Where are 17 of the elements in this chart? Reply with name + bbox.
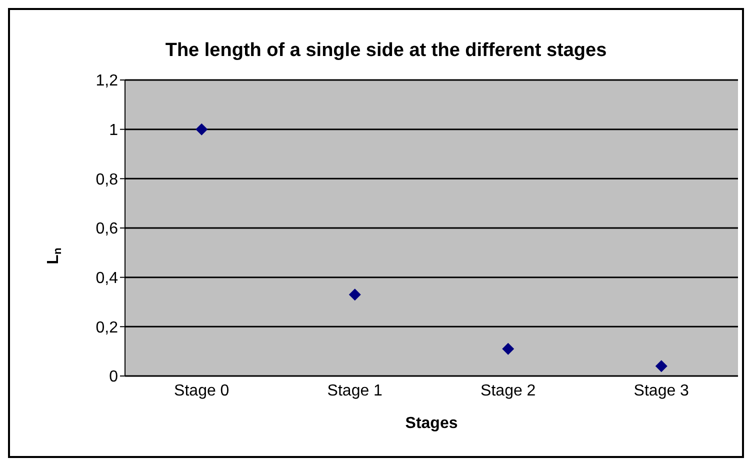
x-tick-label: Stage 2 [480,382,536,400]
y-tick-label: 0,6 [96,220,118,238]
x-axis-title: Stages [405,415,458,432]
point [348,288,361,301]
y-tick-label: 1 [109,122,118,140]
y-tick-label: 0,4 [96,270,118,288]
x-tick-label: Stage 3 [634,382,690,400]
chart-title: The length of a single side at the different stages [165,40,607,61]
x-tick-label: Stage 1 [327,382,383,400]
x-tick-label: Stage 0 [174,382,230,400]
point [196,123,208,136]
point [502,342,514,355]
point [655,360,668,372]
y-tick-label: 0 [109,368,118,386]
y-tick-label: 1,2 [96,72,118,90]
y-tick-label: 0,8 [96,171,118,188]
y-tick-label: 0,2 [96,319,118,336]
